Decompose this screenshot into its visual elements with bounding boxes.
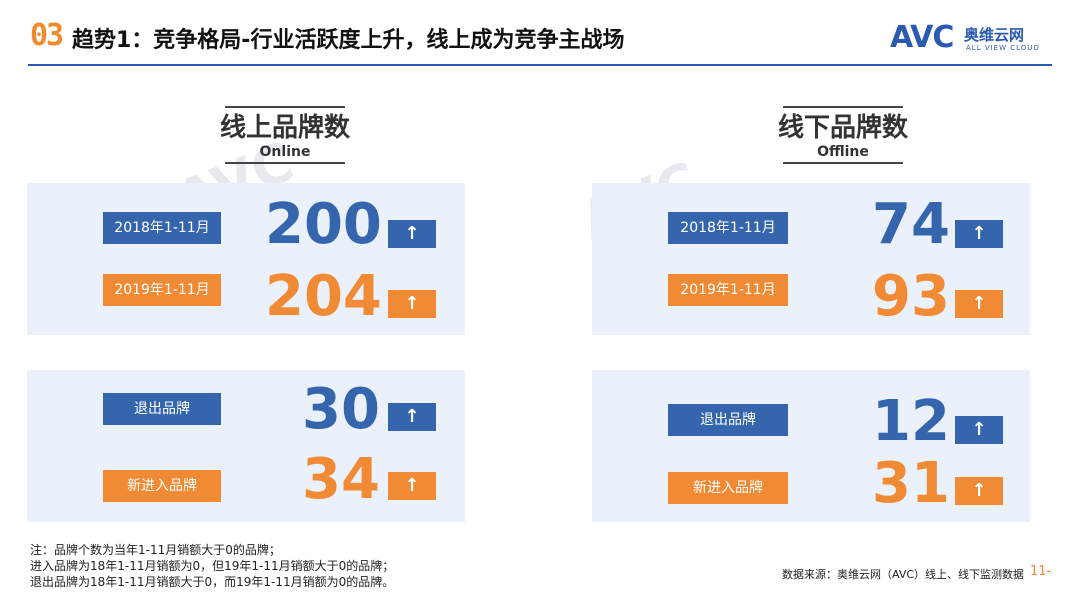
avc-logo: AVC 奥维云网 ALL VIEW CLOUD bbox=[890, 20, 1060, 60]
online-title: 线上品牌数 Online bbox=[215, 106, 355, 164]
offline-title: 线下品牌数 Offline bbox=[773, 106, 913, 164]
logo-en-text: ALL VIEW CLOUD bbox=[966, 44, 1040, 52]
offline-2019-value: 93 bbox=[872, 264, 950, 329]
offline-exit-label: 退出品牌 bbox=[668, 404, 788, 436]
up-arrow-icon: ↑ bbox=[955, 477, 1003, 505]
online-title-en: Online bbox=[259, 144, 311, 160]
online-2018-label: 2018年1-11月 bbox=[103, 212, 221, 244]
online-2019-value: 204 bbox=[265, 264, 382, 329]
footnote: 注：品牌个数为当年1-11月销额大于0的品牌； 进入品牌为18年1-11月销额为… bbox=[30, 542, 394, 590]
slide-header: 03 趋势1：竞争格局-行业活跃度上升，线上成为竞争主战场 AVC 奥维云网 A… bbox=[0, 0, 1080, 72]
online-exit-value: 30 bbox=[302, 377, 380, 442]
up-arrow-icon: ↑ bbox=[388, 472, 436, 500]
offline-2018-value: 74 bbox=[872, 192, 950, 257]
title-rule bbox=[225, 106, 345, 108]
online-exit-label: 退出品牌 bbox=[103, 393, 221, 425]
up-arrow-icon: ↑ bbox=[388, 403, 436, 431]
footnote-line: 注：品牌个数为当年1-11月销额大于0的品牌； bbox=[30, 543, 281, 557]
online-new-label: 新进入品牌 bbox=[103, 470, 221, 502]
offline-title-en: Offline bbox=[817, 144, 869, 160]
online-2019-label: 2019年1-11月 bbox=[103, 274, 221, 306]
up-arrow-icon: ↑ bbox=[388, 220, 436, 248]
up-arrow-icon: ↑ bbox=[955, 290, 1003, 318]
title-rule bbox=[783, 162, 903, 164]
logo-avc-text: AVC bbox=[890, 20, 954, 55]
up-arrow-icon: ↑ bbox=[955, 416, 1003, 444]
up-arrow-icon: ↑ bbox=[955, 220, 1003, 248]
offline-exit-value: 12 bbox=[872, 389, 950, 454]
offline-2018-label: 2018年1-11月 bbox=[668, 212, 788, 244]
online-new-value: 34 bbox=[302, 447, 380, 512]
title-rule bbox=[783, 106, 903, 108]
header-divider bbox=[28, 64, 1052, 66]
online-title-cn: 线上品牌数 bbox=[219, 113, 350, 143]
up-arrow-icon: ↑ bbox=[388, 290, 436, 318]
offline-new-label: 新进入品牌 bbox=[668, 472, 788, 504]
section-number: 03 bbox=[30, 18, 64, 53]
data-source: 数据来源：奥维云网（AVC）线上、线下监测数据 bbox=[782, 568, 1025, 581]
online-2018-value: 200 bbox=[265, 192, 382, 257]
offline-title-cn: 线下品牌数 bbox=[777, 113, 908, 143]
offline-new-value: 31 bbox=[872, 451, 950, 516]
footnote-line: 进入品牌为18年1-11月销额为0，但19年1-11月销额大于0的品牌； bbox=[30, 559, 395, 573]
slide-title: 趋势1：竞争格局-行业活跃度上升，线上成为竞争主战场 bbox=[72, 28, 625, 53]
logo-cn-text: 奥维云网 bbox=[964, 26, 1025, 44]
offline-2019-label: 2019年1-11月 bbox=[668, 274, 788, 306]
title-rule bbox=[225, 162, 345, 164]
footnote-line: 退出品牌为18年1-11月销额大于0，而19年1-11月销额为0的品牌。 bbox=[30, 575, 395, 589]
page-number: 11- bbox=[1030, 564, 1052, 579]
